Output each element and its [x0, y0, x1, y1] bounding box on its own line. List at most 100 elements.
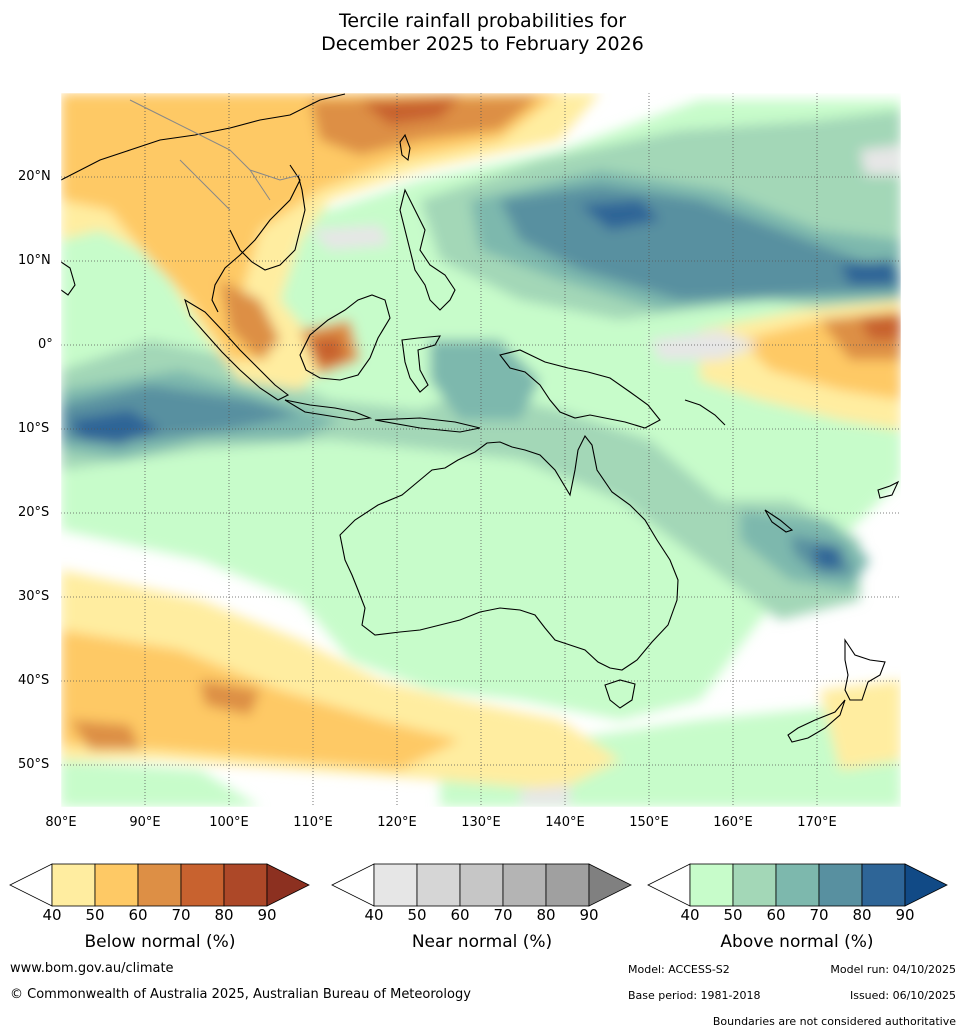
- model-run-date: Model run: 04/10/2025: [830, 963, 956, 976]
- lat-label: 50°S: [18, 757, 50, 772]
- near-normal-legend-title: Near normal (%): [411, 932, 553, 952]
- above-normal-tick: 60: [766, 906, 786, 924]
- colorbar-below-normal: [9, 863, 310, 907]
- lon-label: 140°E: [545, 815, 585, 830]
- java-coastline: [284, 399, 373, 421]
- above-normal-swatch: [732, 863, 777, 907]
- base-period: Base period: 1981-2018: [628, 989, 761, 1002]
- fiji-coastline: [877, 480, 900, 499]
- near-normal-tick: 40: [364, 906, 384, 924]
- lat-label: 40°S: [18, 673, 50, 688]
- lat-label: 10°N: [18, 253, 51, 268]
- below-normal-swatch: [223, 863, 268, 907]
- new-caledonia-coastline: [764, 509, 794, 533]
- lon-label: 170°E: [797, 815, 837, 830]
- below-normal-tick: 40: [42, 906, 62, 924]
- model-name: Model: ACCESS-S2: [628, 963, 730, 976]
- colorbar-near-normal: [331, 863, 632, 907]
- near-normal-swatch: [416, 863, 461, 907]
- above-normal-region: [61, 760, 260, 807]
- near-normal-min-arrow: [331, 863, 375, 907]
- above-normal-tick: 70: [809, 906, 829, 924]
- borneo-coastline: [299, 294, 391, 381]
- near-normal-swatch: [459, 863, 504, 907]
- above-normal-region: [70, 410, 160, 445]
- map-frame: [60, 92, 902, 808]
- boundaries-disclaimer: Boundaries are not considered authoritat…: [712, 1015, 956, 1028]
- below-normal-max-arrow: [266, 863, 310, 907]
- lat-label: 30°S: [18, 589, 50, 604]
- above-normal-tick: 40: [680, 906, 700, 924]
- near-normal-swatch: [545, 863, 590, 907]
- issued-date: Issued: 06/10/2025: [849, 989, 956, 1002]
- sri-lanka-coastline: [61, 261, 76, 296]
- title-line-2: December 2025 to February 2026: [321, 33, 644, 55]
- new-guinea-coastline: [499, 349, 661, 429]
- lon-label: 130°E: [461, 815, 501, 830]
- above-normal-region: [840, 260, 895, 285]
- below-normal-legend-title: Below normal (%): [84, 932, 236, 952]
- near-normal-tick: 50: [407, 906, 427, 924]
- above-normal-max-arrow: [904, 863, 948, 907]
- near-normal-region: [650, 330, 760, 360]
- lon-label: 120°E: [377, 815, 417, 830]
- above-normal-swatch: [689, 863, 734, 907]
- lon-label: 110°E: [293, 815, 333, 830]
- near-normal-tick: 90: [579, 906, 599, 924]
- australia-coastline: [339, 434, 679, 671]
- map-title: Tercile rainfall probabilities for Decem…: [0, 10, 965, 56]
- below-normal-region: [200, 680, 260, 715]
- below-normal-region: [860, 315, 901, 340]
- copyright-notice: © Commonwealth of Australia 2025, Austra…: [10, 987, 471, 1002]
- below-normal-region: [70, 720, 140, 750]
- below-normal-tick: 50: [85, 906, 105, 924]
- near-normal-region: [520, 785, 570, 805]
- sumatra-coastline: [184, 298, 290, 401]
- solomon-islands-coastline: [684, 399, 726, 426]
- below-normal-swatch: [180, 863, 225, 907]
- near-normal-max-arrow: [588, 863, 632, 907]
- above-normal-tick: 50: [723, 906, 743, 924]
- below-normal-region: [310, 96, 540, 155]
- near-normal-tick: 60: [450, 906, 470, 924]
- near-normal-region: [860, 145, 900, 175]
- below-normal-tick: 60: [128, 906, 148, 924]
- above-normal-swatch: [818, 863, 863, 907]
- country-borders: [129, 99, 301, 211]
- gridlines: [61, 93, 901, 807]
- below-normal-region: [61, 93, 560, 360]
- map-area: [61, 93, 901, 807]
- lon-label: 90°E: [129, 815, 161, 830]
- near-normal-tick: 80: [536, 906, 556, 924]
- coastlines: [61, 93, 900, 743]
- lon-label: 100°E: [209, 815, 249, 830]
- below-normal-tick: 80: [214, 906, 234, 924]
- lat-label: 20°S: [18, 505, 50, 520]
- above-normal-swatch: [775, 863, 820, 907]
- below-normal-region: [820, 680, 901, 770]
- title-line-1: Tercile rainfall probabilities for: [338, 10, 627, 32]
- southeast-asia-coastline: [61, 93, 346, 313]
- below-normal-swatch: [94, 863, 139, 907]
- website-link[interactable]: www.bom.gov.au/climate: [10, 961, 174, 976]
- lat-label: 0°: [38, 337, 53, 352]
- lat-label: 20°N: [18, 169, 51, 184]
- below-normal-min-arrow: [9, 863, 53, 907]
- probability-fields: [61, 93, 901, 807]
- new-zealand-coastline: [787, 699, 846, 743]
- below-normal-swatch: [137, 863, 182, 907]
- lat-label: 10°S: [18, 421, 50, 436]
- lon-label: 160°E: [713, 815, 753, 830]
- near-normal-region: [310, 225, 390, 250]
- near-normal-swatch: [373, 863, 418, 907]
- lesser-sunda-coastline: [374, 417, 481, 433]
- sulawesi-coastline: [401, 335, 441, 393]
- below-normal-region: [61, 630, 460, 770]
- lon-label: 150°E: [629, 815, 669, 830]
- below-normal-swatch: [51, 863, 96, 907]
- below-normal-region: [360, 96, 460, 125]
- above-normal-tick: 90: [895, 906, 915, 924]
- philippines-coastline: [399, 188, 456, 311]
- new-zealand-coastline: [844, 638, 886, 701]
